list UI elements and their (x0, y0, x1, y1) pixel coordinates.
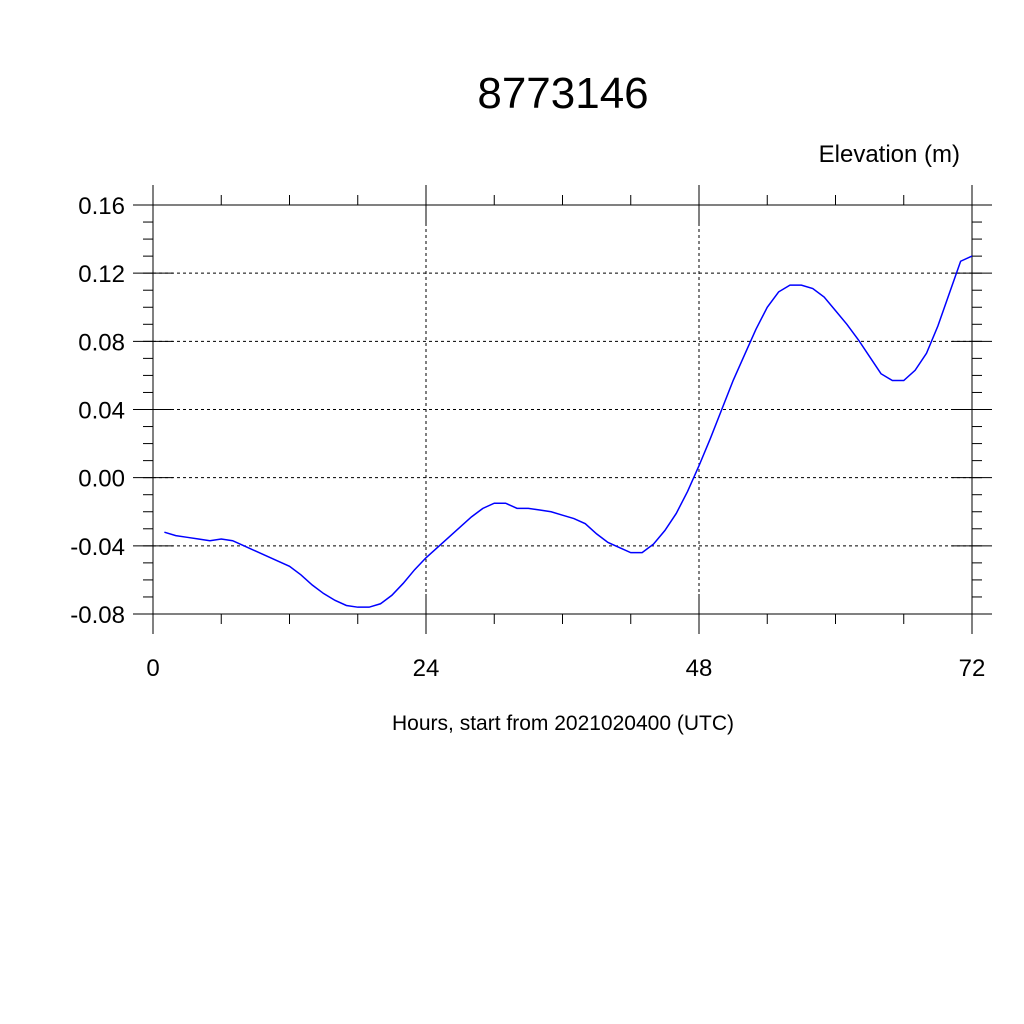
chart-title: 8773146 (477, 69, 648, 118)
plot-frame (152, 204, 973, 615)
x-tick-labels: 0 24 48 72 (146, 655, 985, 682)
y-tick-label: 0.04 (78, 398, 125, 425)
grid-lines (153, 204, 972, 614)
x-tick-label: 0 (146, 655, 159, 682)
x-tick-label: 24 (413, 655, 440, 682)
series-line (164, 255, 973, 608)
y-tick-label: 0.16 (78, 193, 125, 220)
y-tick-label: -0.04 (70, 534, 125, 561)
y-tick-label: 0.08 (78, 329, 125, 356)
x-tick-label: 72 (959, 655, 986, 682)
y-axis-label: Elevation (m) (819, 141, 960, 168)
x-tick-label: 48 (686, 655, 713, 682)
x-axis-label: Hours, start from 2021020400 (UTC) (392, 712, 734, 735)
series-layer (164, 255, 973, 608)
y-tick-label: 0.12 (78, 261, 125, 288)
y-tick-label: -0.08 (70, 602, 125, 629)
y-tick-labels: -0.08 -0.04 0.00 0.04 0.08 0.12 0.16 (70, 193, 125, 629)
y-tick-label: 0.00 (78, 466, 125, 493)
